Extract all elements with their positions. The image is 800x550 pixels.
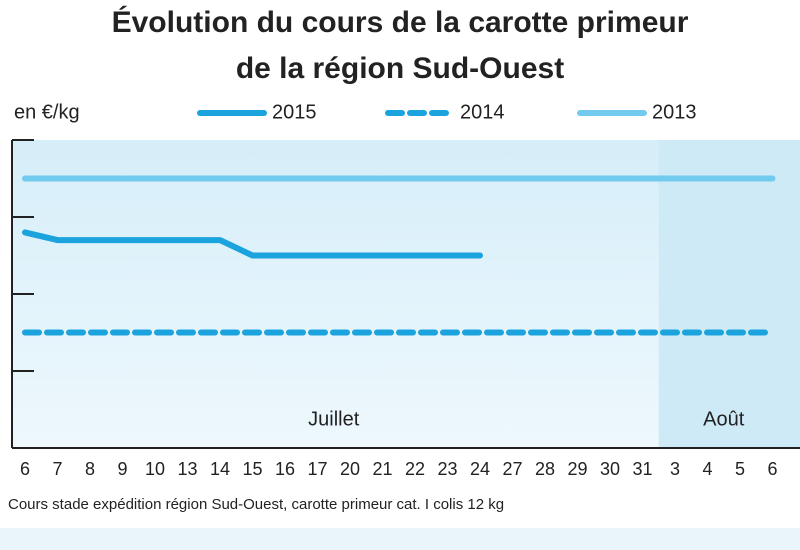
- x-tick-label: 4: [702, 459, 712, 479]
- chart-title: Évolution du cours de la carotte primeur: [112, 5, 689, 39]
- y-axis-label: en €/kg: [14, 101, 80, 123]
- chart-title: de la région Sud-Ouest: [236, 52, 564, 85]
- x-tick-label: 28: [535, 459, 555, 479]
- month-label: Juillet: [308, 408, 360, 430]
- legend-label: 2013: [652, 101, 697, 123]
- x-tick-label: 30: [600, 459, 620, 479]
- footnote: Cours stade expédition région Sud-Ouest,…: [8, 496, 504, 513]
- x-tick-label: 10: [145, 459, 165, 479]
- bottom-band: [0, 528, 800, 550]
- x-tick-label: 7: [52, 459, 62, 479]
- x-tick-label: 5: [735, 459, 745, 479]
- legend-label: 2014: [460, 101, 505, 123]
- series-line: [22, 229, 483, 259]
- x-tick-label: 23: [437, 459, 457, 479]
- x-tick-label: 20: [340, 459, 360, 479]
- legend-label: 2015: [272, 101, 317, 123]
- x-tick-label: 27: [502, 459, 522, 479]
- x-tick-label: 16: [275, 459, 295, 479]
- month-label: Août: [703, 408, 745, 430]
- x-tick-label: 17: [307, 459, 327, 479]
- x-tick-label: 22: [405, 459, 425, 479]
- x-tick-label: 8: [85, 459, 95, 479]
- x-tick-label: 3: [670, 459, 680, 479]
- x-tick-label: 14: [210, 459, 230, 479]
- x-tick-label: 21: [372, 459, 392, 479]
- x-tick-label: 9: [117, 459, 127, 479]
- x-tick-label: 29: [567, 459, 587, 479]
- x-tick-label: 24: [470, 459, 490, 479]
- month-shade: [658, 140, 800, 448]
- x-tick-label: 31: [632, 459, 652, 479]
- x-tick-label: 15: [242, 459, 262, 479]
- x-tick-label: 6: [20, 459, 30, 479]
- x-tick-label: 13: [177, 459, 197, 479]
- x-tick-label: 6: [767, 459, 777, 479]
